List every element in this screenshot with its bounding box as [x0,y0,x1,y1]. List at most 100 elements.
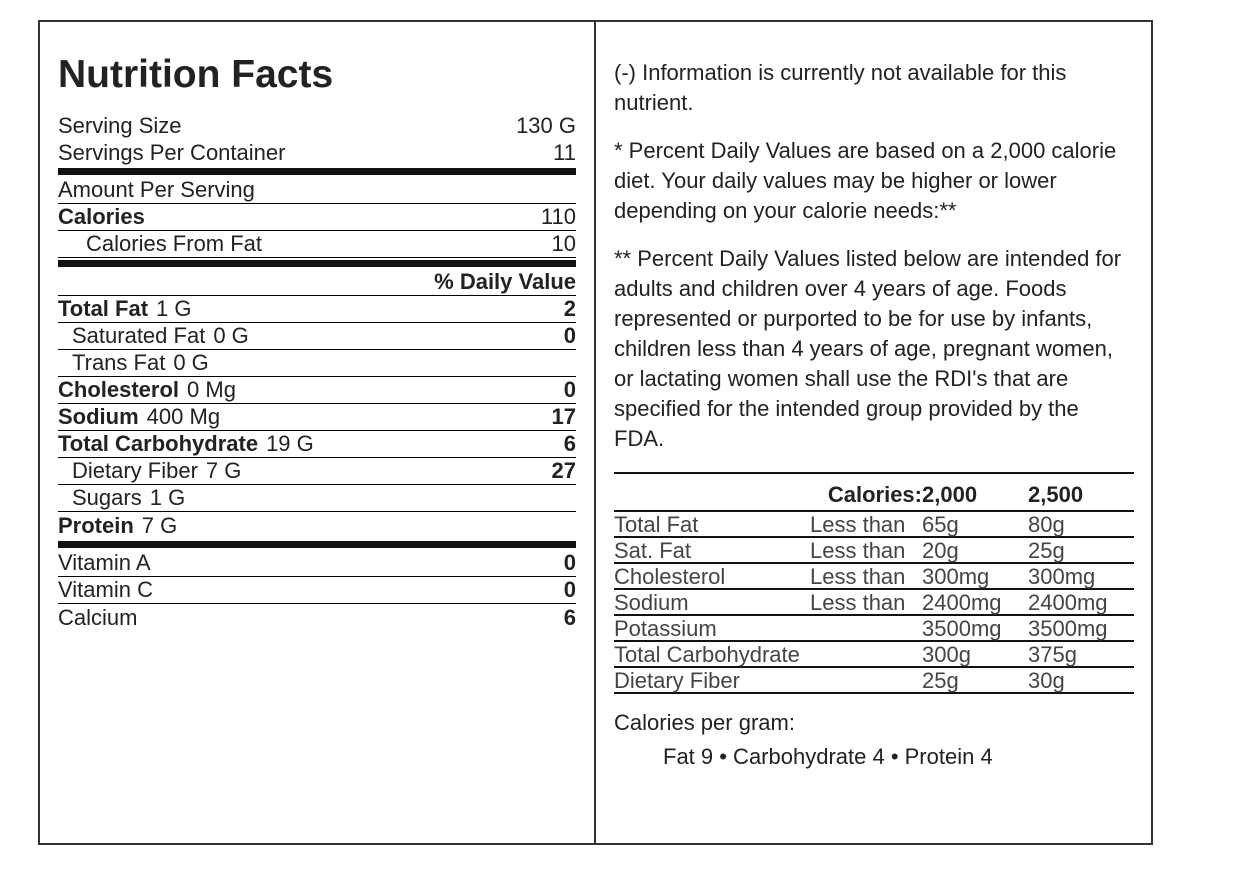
reference-cell: 20g [922,538,959,563]
reference-header: Calories: 2,000 2,500 [614,474,1134,512]
nutrient: Dietary Fiber 7 G [58,458,241,484]
cpg-text: Fat 9 • Carbohydrate 4 • Protein 4 [663,744,993,769]
nutrient-dv: 6 [563,431,576,456]
vitamin-dv: 0 [563,577,576,602]
serving-value: 11 [553,140,576,165]
nutrient-dv: 17 [551,404,576,429]
nutrient-dv: 0 [563,377,576,402]
reference-cell: Less than [810,512,906,537]
nutrient-row: Protein 7 G [58,512,576,539]
nutrient-row: Trans Fat 0 G [58,350,576,377]
reference-header-cell: 2,500 [1028,482,1084,507]
reference-cell: 3500mg [1028,616,1108,641]
calories-fat-row: Calories From Fat 10 [58,231,576,258]
reference-cell: Less than [810,564,906,589]
empty-cell [810,616,922,642]
nutrient-dv: 0 [563,323,576,348]
nutrient-name: Trans Fat [72,350,166,375]
nutrient-row: Saturated Fat 0 G 0 [58,323,576,350]
calories-fat-value: 10 [551,231,576,256]
nutrient-row: Dietary Fiber 7 G 27 [58,458,576,485]
amount-header-row: Amount Per Serving [58,177,576,204]
reference-cell: 375g [1028,642,1077,667]
calories-value: 110 [540,204,576,229]
thick-rule [58,260,576,267]
divider [594,20,596,845]
vitamin-row: Vitamin A 0 [58,550,576,577]
nutrient-name: Protein [58,513,134,538]
reference-cell: Less than [810,590,906,615]
reference-cell: Total Carbohydrate [614,642,800,667]
reference-cell: 25g [922,668,959,693]
reference-row: Sodium Less than 2400mg 2400mg [614,590,1134,616]
reference-cell: Total Fat [614,512,699,537]
note: (-) Information is currently not availab… [614,60,1067,115]
nutrient-amount: 400 Mg [146,404,221,429]
calories-label: Calories [58,204,145,229]
thick-rule [58,541,576,548]
nutrient-name: Saturated Fat [72,323,206,348]
vitamin-name: Vitamin C [58,577,153,602]
nutrient-amount: 1 G [156,296,192,321]
serving-label: Serving Size [58,113,182,138]
reference-cell: Less than [810,538,906,563]
reference-row: Total Fat Less than 65g 80g [614,512,1134,538]
nutrient-row: Total Fat 1 G 2 [58,296,576,323]
spacer [614,474,810,516]
reference-cell: Sat. Fat [614,538,692,563]
vitamin-name: Calcium [58,605,138,630]
nutrient: Sodium 400 Mg [58,404,220,430]
nutrient: Total Fat 1 G [58,296,192,322]
reference-cell: Cholesterol [614,564,726,589]
reference-cell: 300g [922,642,971,667]
nutrient-row: Cholesterol 0 Mg 0 [58,377,576,404]
thick-rule [58,168,576,175]
nutrient-row: Sodium 400 Mg 17 [58,404,576,431]
nutrient-amount: 7 G [205,458,242,483]
reference-row: Sat. Fat Less than 20g 25g [614,538,1134,564]
nutrient-row: Sugars 1 G [58,485,576,512]
nutrient-name: Total Fat [58,296,149,321]
reference-cell: 25g [1028,538,1065,563]
serving-row: Servings Per Container 11 [58,139,576,166]
reference-cell: 30g [1028,668,1065,693]
nutrient: Cholesterol 0 Mg [58,377,236,403]
vitamin-dv: 0 [563,550,576,575]
reference-row: Dietary Fiber 25g 30g [614,668,1134,694]
nutrient-amount: 7 G [141,513,178,538]
nutrient-dv: 27 [551,458,576,483]
reference-cell: 2400mg [1028,590,1108,615]
empty-cell [810,642,922,668]
title: Nutrition Facts [58,53,334,96]
serving-value: 130 G [516,113,576,138]
vitamin-row: Vitamin C 0 [58,577,576,604]
nutrient: Protein 7 G [58,513,177,539]
amount-header: Amount Per Serving [58,177,255,202]
nutrient-name: Dietary Fiber [72,458,198,483]
nutrient: Saturated Fat 0 G [58,323,249,349]
reference-row: Total Carbohydrate 300g 375g [614,642,1134,668]
calories-per-gram: Calories per gram: Fat 9 • Carbohydrate 4… [614,706,1134,774]
nutrient-amount: 0 Mg [187,377,236,402]
cpg-title: Calories per gram: [614,710,795,735]
nutrient: Total Carbohydrate 19 G [58,431,314,457]
nutrient-amount: 0 G [173,350,209,375]
nutrient-name: Sodium [58,404,139,429]
note: * Percent Daily Values are based on a 2,… [614,138,1117,223]
nutrition-facts-panel: Nutrition Facts Serving Size 130 G Servings… [58,52,576,631]
nutrient-amount: 19 G [266,431,314,456]
note: ** Percent Daily Values listed below are… [614,246,1122,451]
reference-header-cell: Calories: [827,482,922,507]
reference-cell: 80g [1028,512,1065,537]
notes-panel: (-) Information is currently not availab… [614,58,1134,774]
reference-cell: 65g [922,512,959,537]
nutrient: Sugars 1 G [58,485,185,511]
reference-header-cell: 2,000 [922,482,978,507]
serving-row: Serving Size 130 G [58,112,576,139]
calories-row: Calories 110 [58,204,576,231]
daily-value-row: % Daily Value [58,269,576,296]
vitamin-name: Vitamin A [58,550,151,575]
empty-cell [810,668,922,694]
nutrient-row: Total Carbohydrate 19 G 6 [58,431,576,458]
